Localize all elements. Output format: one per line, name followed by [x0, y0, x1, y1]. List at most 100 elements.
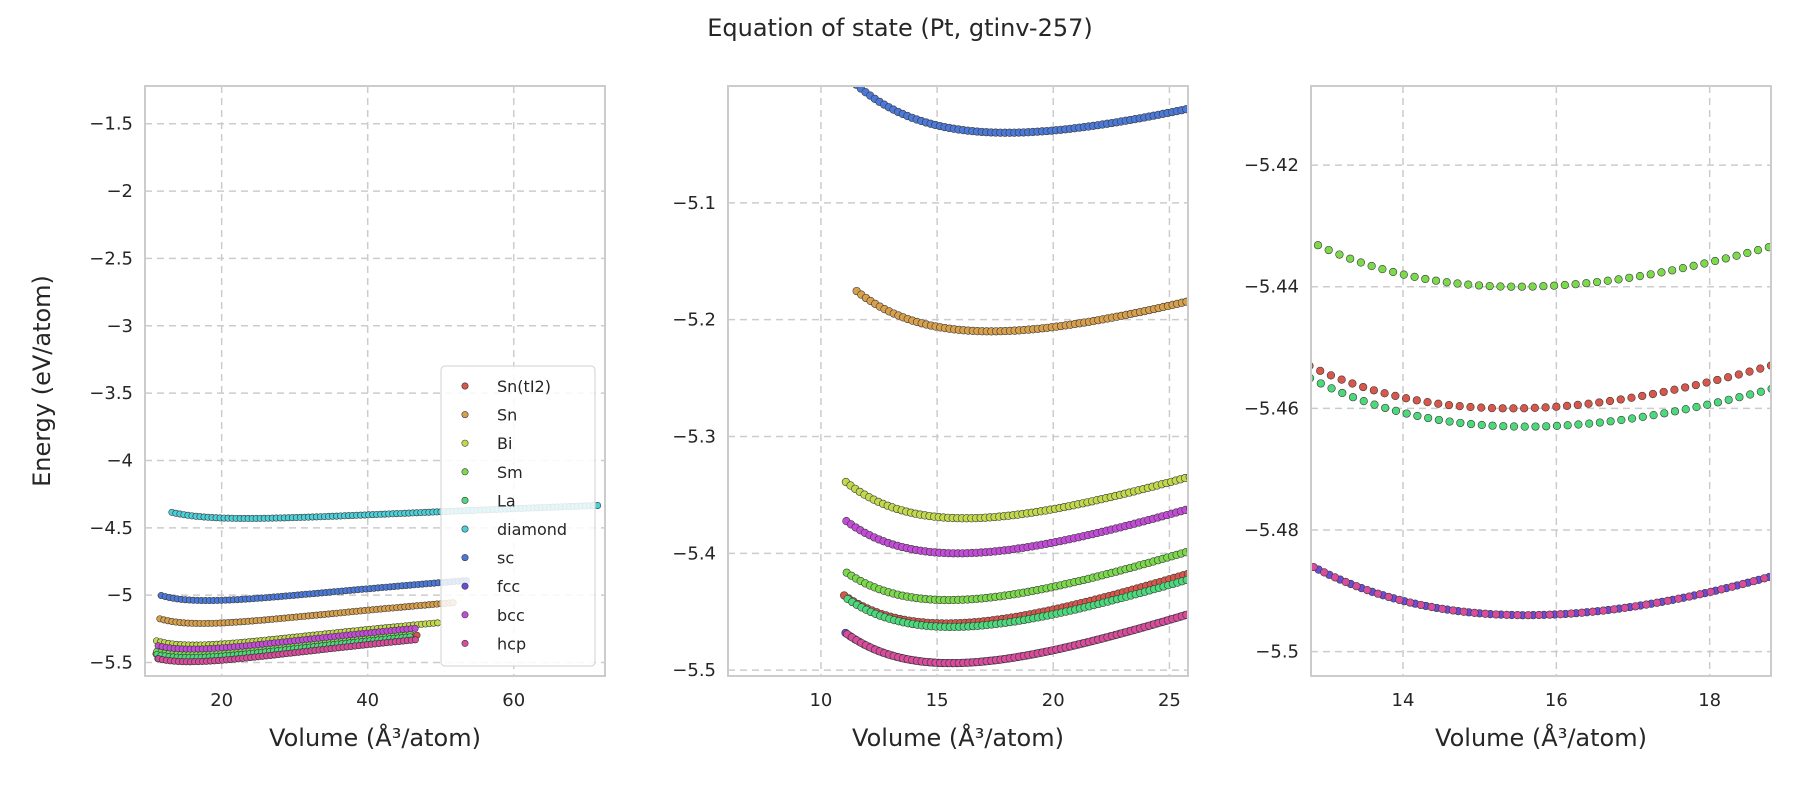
- x-tick-label: 40: [356, 690, 379, 711]
- point-la: [1499, 422, 1508, 431]
- chart-panels: 20 40 60 −5.5 −5 −4.5 −4 −3.5 −3 −2.5 −2 −1.5 Volume…: [28, 3, 1800, 752]
- point-sm: [1367, 261, 1376, 271]
- point-fcc: [1283, 548, 1291, 556]
- point-sm: [1389, 267, 1398, 277]
- point-sm: [1239, 196, 1247, 204]
- point-bcc: [1790, 3, 1798, 11]
- point-sm: [1614, 275, 1623, 284]
- point-sm: [1453, 279, 1462, 288]
- point-la: [1779, 382, 1787, 390]
- point-sm: [1776, 240, 1784, 248]
- point-bcc: [1758, 11, 1766, 19]
- point-hcp: [1182, 610, 1188, 619]
- point-sn-ti2-: [1778, 359, 1786, 367]
- point-hcp: [1728, 582, 1737, 591]
- point-sn-ti2-: [1648, 389, 1658, 399]
- point-bcc: [1586, 38, 1594, 46]
- point-hcp: [411, 636, 419, 644]
- point-sn-ti2-: [1562, 401, 1572, 410]
- point-sm: [1635, 272, 1645, 281]
- point-hcp: [1330, 573, 1340, 582]
- point-hcp: [1502, 610, 1511, 619]
- legend-label: La: [497, 491, 516, 510]
- point-fcc: [1293, 554, 1301, 562]
- point-sn-ti2-: [1295, 357, 1303, 365]
- point-sn-ti2-: [1401, 394, 1411, 403]
- y-tick-label: −5.5: [89, 653, 133, 674]
- point-bcc: [1350, 3, 1358, 11]
- point-hcp: [1620, 603, 1629, 612]
- point-sm: [1335, 250, 1344, 259]
- legend-marker: [461, 439, 469, 447]
- point-bcc: [1618, 36, 1626, 44]
- point-sm: [1191, 546, 1199, 554]
- point-hcp: [1513, 611, 1522, 620]
- y-tick-label: −2: [106, 181, 133, 202]
- point-sm: [1261, 211, 1269, 219]
- point-hcp: [1749, 577, 1758, 586]
- y-tick-label: −5.3: [672, 426, 716, 447]
- point-sn-ti2-: [1756, 364, 1765, 373]
- point-hcp: [1534, 610, 1544, 620]
- point-la: [1202, 571, 1210, 579]
- point-bcc: [1629, 35, 1637, 43]
- point-bcc: [1768, 9, 1776, 17]
- point-hcp: [1717, 585, 1726, 594]
- data-points: [840, 86, 1213, 668]
- point-hcp: [1642, 600, 1651, 609]
- point-sn-ti2-: [1520, 404, 1529, 413]
- point-sn-ti2-: [1789, 355, 1797, 363]
- y-tick-label: −3.5: [89, 383, 133, 404]
- point-bi: [1205, 468, 1213, 476]
- point-sn-ti2-: [1203, 565, 1211, 573]
- point-sn-ti2-: [1670, 385, 1679, 394]
- point-la: [1274, 356, 1282, 364]
- point-la: [1456, 418, 1465, 428]
- point-bcc: [1554, 40, 1562, 48]
- point-bcc: [1489, 37, 1497, 45]
- point-sm: [1700, 259, 1709, 268]
- y-tick-label: −2.5: [89, 248, 133, 269]
- point-bcc: [1500, 38, 1508, 46]
- point-sn-ti2-: [1316, 366, 1325, 375]
- point-sm: [1678, 264, 1688, 273]
- y-tick-label: −5.2: [672, 310, 716, 331]
- point-la: [1713, 398, 1723, 407]
- point-sn-ti2-: [1702, 378, 1711, 387]
- point-hcp: [1599, 606, 1608, 615]
- point-sn-ti2-: [1263, 338, 1271, 346]
- point-bcc: [1205, 500, 1213, 508]
- point-sm: [1582, 279, 1591, 288]
- point-bcc: [1425, 27, 1433, 35]
- legend-label: sc: [497, 549, 514, 568]
- point-sn-ti2-: [1444, 400, 1454, 410]
- point-bcc: [1446, 31, 1454, 39]
- point-sm: [1474, 281, 1484, 290]
- point-sm: [1250, 204, 1258, 212]
- point-bcc: [1191, 504, 1199, 512]
- point-la: [1703, 400, 1712, 409]
- point-sn-ti2-: [1423, 398, 1432, 407]
- point-bcc: [1196, 502, 1204, 510]
- point-hcp: [1695, 590, 1705, 599]
- point-la: [1327, 384, 1336, 393]
- point-hcp: [1299, 557, 1307, 565]
- point-hcp: [1201, 606, 1209, 614]
- point-sn-ti2-: [1326, 371, 1336, 380]
- point-sn-ti2-: [1284, 351, 1292, 359]
- point-sn-ti2-: [1198, 566, 1206, 574]
- point-fcc: [1204, 605, 1212, 613]
- point-la: [1242, 333, 1250, 341]
- legend-label: fcc: [497, 577, 520, 596]
- point-bcc: [1747, 14, 1755, 22]
- point-sm: [1271, 218, 1279, 226]
- point-sn-ti2-: [1252, 331, 1260, 339]
- point-bcc: [1200, 501, 1208, 509]
- point-hcp: [1481, 609, 1490, 618]
- x-tick-label: 18: [1698, 690, 1721, 711]
- legend-marker: [461, 468, 469, 476]
- point-hcp: [1793, 565, 1800, 573]
- point-fcc: [1200, 606, 1208, 614]
- legend-marker: [461, 411, 469, 419]
- point-la: [1756, 387, 1765, 396]
